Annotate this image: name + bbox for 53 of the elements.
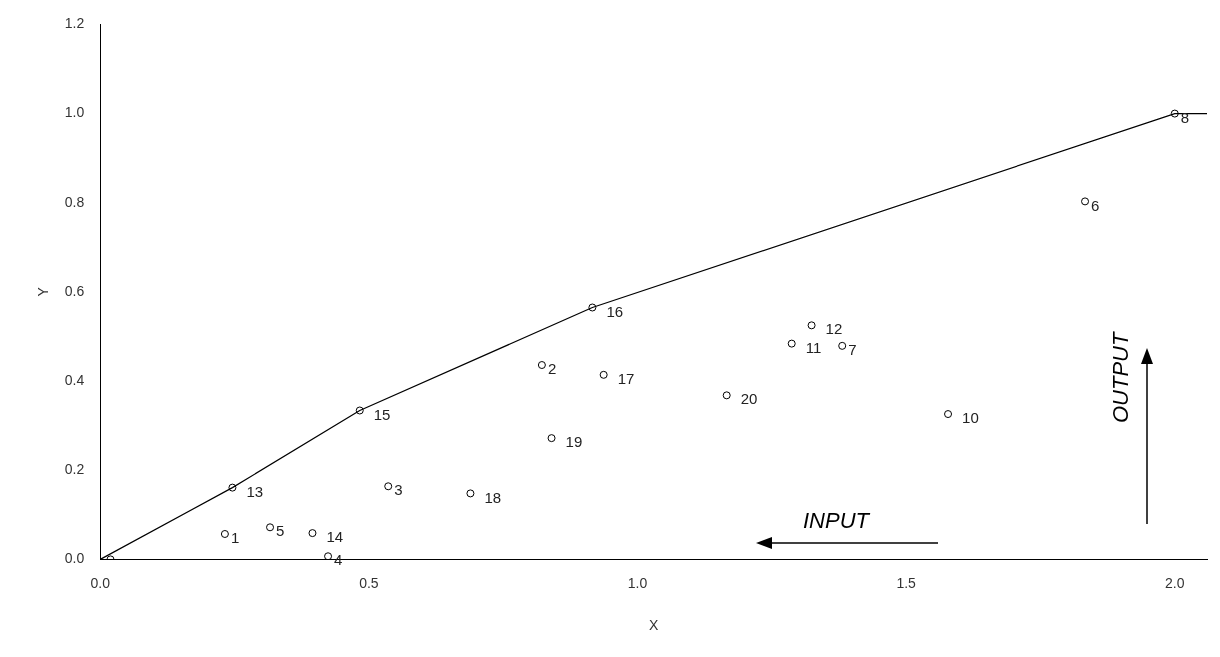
point [787,339,796,348]
annotation: 10 [962,409,979,427]
annotation: 14 [326,528,344,546]
point [266,523,275,532]
x-tick-label: 0.5 [359,574,379,591]
x-tick-label: 0.0 [90,574,111,591]
annotation: 19 [565,433,583,451]
annotation: 20 [740,390,758,408]
point [547,434,556,443]
annotation: 12 [825,320,843,338]
annotation: 6 [1091,196,1100,214]
x-axis-title: X [648,617,659,634]
annotation: 7 [848,340,857,358]
point [944,410,953,419]
annotation: 13 [246,482,264,500]
annotation: 5 [276,522,285,540]
annotation: 15 [373,405,391,423]
y-tick-label: 0.4 [64,371,85,388]
point [838,341,847,350]
annotation: INPUT [803,508,869,534]
annotation: 11 [805,338,822,356]
point [228,483,237,492]
point [324,552,333,560]
annotation: 1 [230,529,240,547]
annotation: 18 [484,488,502,506]
annotation: 8 [1180,108,1190,126]
point [466,489,475,498]
y-tick-label: 1.2 [64,15,85,32]
annotation: 17 [617,369,635,387]
annotation: 16 [606,302,624,320]
annotation: OUTPUT [1108,332,1134,423]
point [1081,197,1090,206]
y-axis-title: Y [35,286,52,297]
point [355,406,364,415]
x-tick-label: 2.0 [1165,574,1185,591]
point [1170,109,1179,118]
point [807,321,816,330]
y-tick-label: 0.8 [64,193,85,210]
point [537,361,546,370]
point [588,303,597,312]
y-tick-label: 0.2 [64,461,85,478]
y-tick-label: 0.0 [64,550,85,567]
point [384,482,393,491]
y-tick-label: 0.6 [64,282,85,299]
x-tick-label: 1.0 [627,574,648,591]
point [308,529,317,538]
annotation: 3 [394,481,403,499]
x-tick-label: 1.5 [896,574,917,591]
y-tick-label: 1.0 [64,104,85,121]
point [599,370,608,379]
point [722,391,731,400]
point [220,529,229,538]
annotation: 2 [547,360,557,378]
